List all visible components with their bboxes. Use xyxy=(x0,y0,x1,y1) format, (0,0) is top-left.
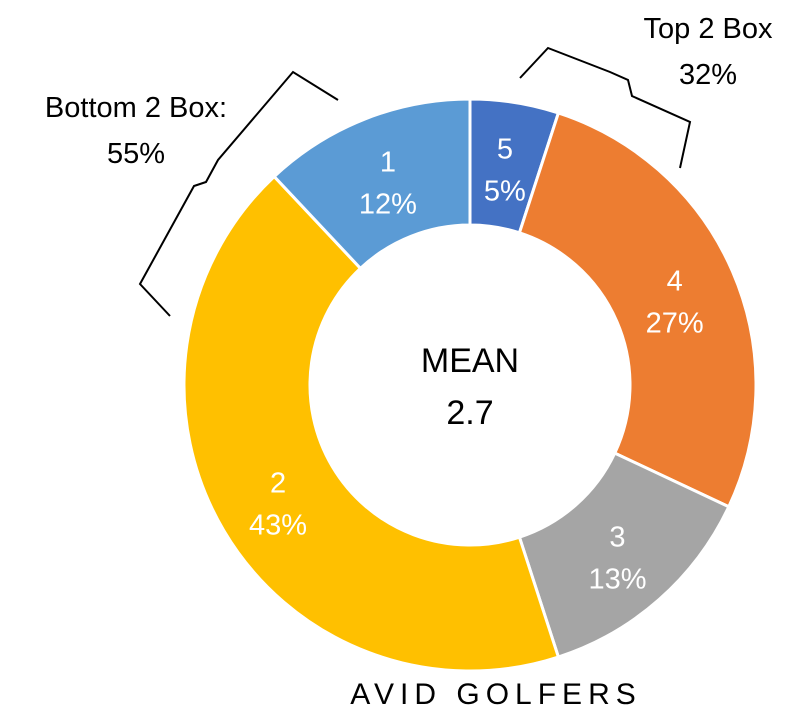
slice-4-value-label: 27% xyxy=(646,307,704,339)
bottom2-value: 55% xyxy=(107,138,165,170)
slice-labels-group: 5 5% 4 27% 3 13% 2 43% 1 12% xyxy=(249,134,704,596)
slices-group xyxy=(182,97,758,673)
slice-2 xyxy=(182,174,561,673)
bottom2-title: Bottom 2 Box: xyxy=(45,92,227,124)
slice-2-value-label: 43% xyxy=(249,510,307,542)
slice-3-category-label: 3 xyxy=(609,521,625,553)
slice-1-value-label: 12% xyxy=(359,189,417,221)
slice-2-category-label: 2 xyxy=(270,468,286,500)
slice-1-category-label: 1 xyxy=(380,147,396,179)
center-value: 2.7 xyxy=(446,394,493,432)
top2-title: Top 2 Box xyxy=(644,13,773,45)
slice-5-category-label: 5 xyxy=(497,134,513,166)
slice-5-value-label: 5% xyxy=(484,176,526,208)
center-label: MEAN xyxy=(421,342,519,380)
slice-4 xyxy=(517,111,758,509)
slice-4-category-label: 4 xyxy=(667,265,683,297)
top2-value: 32% xyxy=(679,59,737,91)
slice-1 xyxy=(272,97,472,271)
top2-bracket xyxy=(519,46,692,169)
bottom2-bracket xyxy=(138,70,339,317)
slice-3-value-label: 13% xyxy=(588,563,646,595)
chart-title: AVID GOLFERS xyxy=(350,678,642,711)
